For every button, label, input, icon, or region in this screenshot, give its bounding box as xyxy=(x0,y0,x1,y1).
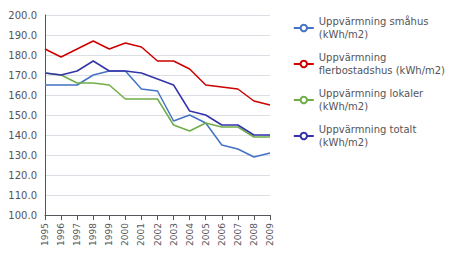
svg-text:150.0: 150.0 xyxy=(8,110,37,121)
svg-text:2009: 2009 xyxy=(265,223,275,246)
svg-text:2004: 2004 xyxy=(185,223,195,246)
svg-text:2000: 2000 xyxy=(120,223,130,246)
svg-text:(kWh/m2): (kWh/m2) xyxy=(319,137,368,148)
svg-text:Uppvärmning totalt: Uppvärmning totalt xyxy=(319,124,417,135)
svg-text:(kWh/m2): (kWh/m2) xyxy=(319,29,368,40)
svg-text:200.0: 200.0 xyxy=(8,10,37,21)
svg-text:130.0: 130.0 xyxy=(8,150,37,161)
svg-text:110.0: 110.0 xyxy=(8,190,37,201)
svg-text:190.0: 190.0 xyxy=(8,30,37,41)
svg-text:(kWh/m2): (kWh/m2) xyxy=(319,101,368,112)
svg-text:1996: 1996 xyxy=(56,223,66,246)
svg-text:100.0: 100.0 xyxy=(8,210,37,221)
svg-text:1995: 1995 xyxy=(40,223,50,246)
svg-text:2005: 2005 xyxy=(201,223,211,246)
svg-text:2002: 2002 xyxy=(153,223,163,246)
svg-text:2008: 2008 xyxy=(249,223,259,246)
svg-text:160.0: 160.0 xyxy=(8,90,37,101)
svg-text:Uppvärmning lokaler: Uppvärmning lokaler xyxy=(319,88,424,99)
svg-text:170.0: 170.0 xyxy=(8,70,37,81)
svg-text:Uppvärmning: Uppvärmning xyxy=(319,52,387,63)
svg-text:2006: 2006 xyxy=(217,223,227,246)
svg-text:2001: 2001 xyxy=(136,223,146,246)
svg-text:Uppvärmning småhus: Uppvärmning småhus xyxy=(319,15,429,27)
svg-text:180.0: 180.0 xyxy=(8,50,37,61)
svg-text:1999: 1999 xyxy=(104,223,114,246)
svg-text:120.0: 120.0 xyxy=(8,170,37,181)
svg-text:140.0: 140.0 xyxy=(8,130,37,141)
svg-text:1997: 1997 xyxy=(72,223,82,246)
svg-text:flerbostadshus (kWh/m2): flerbostadshus (kWh/m2) xyxy=(319,65,445,76)
svg-text:1998: 1998 xyxy=(88,223,98,246)
svg-text:2007: 2007 xyxy=(233,223,243,246)
svg-text:2003: 2003 xyxy=(169,223,179,246)
